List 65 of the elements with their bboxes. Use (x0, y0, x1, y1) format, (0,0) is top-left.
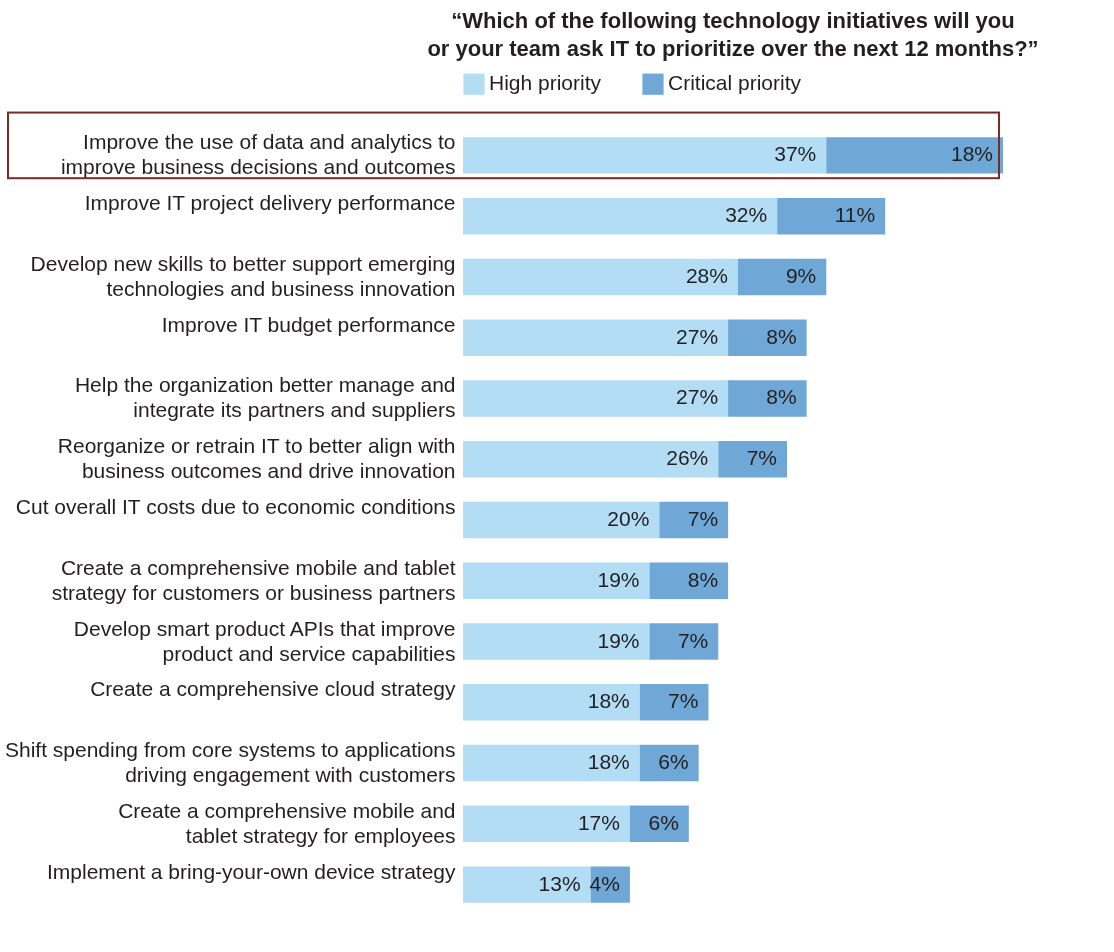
data-label: 18% (587, 750, 630, 774)
y-tick-label: Create a comprehensive cloud strategy (90, 677, 456, 701)
bar (463, 319, 729, 356)
y-tick-label: Develop smart product APIs that improve product and service capabilities (73, 616, 456, 665)
data-label: 19% (597, 628, 640, 652)
y-tick-label: Reorganize or retrain IT to better align with business outcomes and drive innovation (57, 434, 456, 483)
data-label: 37% (774, 142, 817, 166)
y-tick-label: Shift spending from core systems to applications driving engagement with customers (4, 738, 456, 787)
y-tick-label: Cut overall IT costs due to economic conditions (15, 495, 456, 518)
bar (463, 744, 640, 782)
bar (463, 197, 778, 235)
bar (826, 137, 1003, 174)
data-label: 8% (766, 324, 797, 348)
bar (659, 501, 729, 539)
y-tick-label: Implement a bring-your-own device strategy (46, 859, 456, 883)
chart-title: “Which of the following technology initiatives will you or your team ask IT to prioritize over the next 12 months?” (427, 8, 1039, 61)
bar (463, 866, 591, 903)
data-label: 11% (834, 203, 876, 227)
y-tick-label: Improve IT project delivery performance (84, 191, 456, 215)
data-label: 13% (538, 871, 581, 895)
y-tick-label: Help the organization better manage and integrate its partners and suppliers (74, 373, 456, 422)
data-label: 17% (577, 810, 620, 834)
bar (463, 137, 827, 174)
data-label: 7% (746, 446, 777, 470)
data-label: 20% (607, 507, 650, 530)
bar (463, 501, 660, 539)
legend-label: High priority (489, 71, 602, 95)
data-label: 6% (658, 750, 689, 774)
bar (649, 623, 719, 660)
data-label: 19% (597, 567, 640, 591)
data-label: 18% (587, 689, 630, 713)
y-tick-label: Improve IT budget performance (161, 312, 456, 336)
bar (463, 562, 650, 599)
data-label: 4% (589, 871, 620, 895)
data-label: 28% (685, 263, 728, 287)
y-tick-label: Develop new skills to better support emerging technologies and business innovation (30, 251, 456, 300)
y-tick-label: Create a comprehensive mobile and tablet strategy for customers or business partners (51, 555, 456, 604)
data-label: 7% (687, 507, 719, 530)
bar (463, 623, 650, 660)
data-label: 26% (666, 446, 709, 470)
bar (718, 441, 787, 478)
data-label: 7% (677, 628, 709, 652)
bar (777, 197, 886, 235)
data-label: 32% (725, 203, 768, 227)
data-label: 8% (687, 567, 719, 591)
data-label: 9% (785, 263, 817, 287)
bar (463, 441, 719, 478)
bar (463, 684, 640, 721)
data-label: 18% (950, 142, 993, 166)
y-tick-label: Improve the use of data and analytics to improve business decisions and outcomes (60, 130, 456, 179)
bar (463, 805, 630, 843)
bar (728, 319, 807, 356)
bar (463, 258, 738, 296)
bar (649, 562, 729, 599)
data-label: 8% (766, 385, 797, 409)
data-label: 27% (676, 385, 719, 409)
data-label: 27% (676, 324, 719, 348)
bar (728, 380, 807, 417)
data-label: 6% (648, 810, 679, 834)
y-tick-label: Create a comprehensive mobile and tablet strategy for employees (118, 798, 456, 847)
bar (463, 380, 729, 417)
bar (639, 684, 709, 721)
bar (737, 258, 827, 296)
legend-label: Critical priority (668, 71, 802, 95)
data-label: 7% (668, 689, 699, 713)
